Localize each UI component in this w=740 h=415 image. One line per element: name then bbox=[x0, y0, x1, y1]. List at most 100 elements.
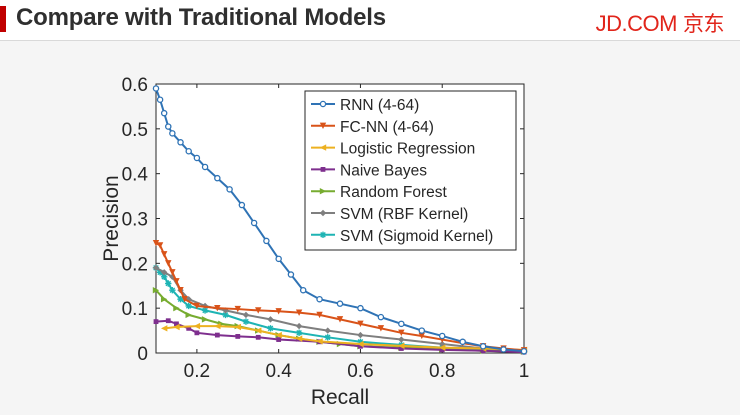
data-point bbox=[267, 316, 274, 323]
data-point bbox=[275, 308, 282, 315]
data-point bbox=[160, 269, 168, 276]
data-point bbox=[152, 239, 160, 247]
data-point bbox=[520, 347, 528, 355]
x-tick-label: 0.2 bbox=[184, 361, 210, 382]
y-tick-label: 0.1 bbox=[122, 299, 148, 320]
data-point bbox=[169, 287, 176, 294]
legend-label: Naive Bayes bbox=[340, 162, 427, 179]
data-point bbox=[185, 311, 192, 319]
legend-label: SVM (RBF Kernel) bbox=[340, 206, 468, 223]
x-tick-label: 0.4 bbox=[265, 361, 292, 382]
legend-swatch-marker bbox=[319, 188, 327, 195]
data-point bbox=[500, 346, 507, 353]
data-point bbox=[201, 307, 209, 314]
data-point bbox=[156, 96, 164, 103]
data-point bbox=[234, 323, 241, 331]
data-point bbox=[357, 320, 364, 328]
data-point bbox=[336, 316, 344, 323]
series-1 bbox=[152, 239, 528, 354]
series-line bbox=[155, 88, 525, 353]
data-point bbox=[165, 123, 172, 130]
data-point bbox=[201, 316, 209, 323]
legend-label: Logistic Regression bbox=[340, 141, 475, 158]
y-tick-label: 0.4 bbox=[122, 165, 149, 186]
data-point bbox=[152, 85, 160, 92]
data-point bbox=[316, 338, 323, 345]
data-point bbox=[160, 251, 168, 258]
data-point bbox=[398, 320, 405, 328]
data-point bbox=[234, 305, 241, 313]
x-tick-label: 1 bbox=[519, 361, 530, 382]
legend-label: Random Forest bbox=[340, 184, 448, 201]
data-point bbox=[242, 318, 250, 325]
logo-cn-text: 京东 bbox=[683, 12, 725, 36]
data-point bbox=[287, 271, 295, 278]
data-point bbox=[377, 325, 385, 332]
data-point bbox=[479, 343, 487, 350]
data-point bbox=[438, 332, 446, 340]
data-point bbox=[324, 334, 331, 341]
legend-swatch-marker bbox=[319, 144, 327, 151]
data-point bbox=[165, 260, 172, 267]
data-point bbox=[295, 335, 303, 342]
slide-title: Compare with Traditional Models bbox=[16, 4, 386, 31]
data-point bbox=[186, 325, 192, 331]
data-point bbox=[267, 325, 274, 332]
data-point bbox=[169, 269, 176, 276]
data-point bbox=[173, 278, 180, 285]
legend-swatch-marker bbox=[319, 122, 327, 129]
data-point bbox=[358, 343, 363, 349]
data-point bbox=[459, 338, 466, 346]
data-point bbox=[214, 304, 221, 312]
data-point bbox=[263, 237, 270, 245]
data-point bbox=[177, 287, 184, 294]
legend-label: SVM (Sigmoid Kernel) bbox=[340, 228, 493, 245]
logo-text: JD.COM bbox=[595, 11, 678, 36]
y-tick-label: 0.6 bbox=[122, 75, 148, 96]
data-point bbox=[174, 321, 179, 327]
data-point bbox=[255, 327, 262, 334]
data-point bbox=[226, 186, 233, 193]
data-point bbox=[398, 346, 404, 351]
data-point bbox=[177, 296, 184, 303]
data-point bbox=[398, 329, 405, 337]
data-point bbox=[418, 327, 426, 334]
data-point bbox=[299, 286, 307, 294]
data-point bbox=[316, 311, 323, 319]
x-tick-label: 0.6 bbox=[347, 361, 373, 382]
data-point bbox=[357, 340, 364, 348]
data-point bbox=[242, 311, 250, 319]
data-point bbox=[377, 313, 385, 321]
data-point bbox=[336, 300, 344, 307]
legend-swatch-marker bbox=[319, 231, 327, 238]
title-accent-bar bbox=[0, 6, 6, 32]
data-point bbox=[255, 307, 262, 314]
header-divider bbox=[0, 40, 740, 41]
data-point bbox=[295, 309, 303, 316]
x-tick-label: 0.8 bbox=[429, 361, 455, 382]
slide-header: Compare with Traditional Models JD.COM 京东 bbox=[0, 0, 740, 40]
data-point bbox=[152, 264, 160, 272]
data-point bbox=[193, 322, 201, 330]
data-point bbox=[235, 334, 241, 339]
data-point bbox=[152, 287, 160, 294]
data-point bbox=[357, 331, 364, 339]
data-point bbox=[250, 219, 258, 227]
data-point bbox=[214, 322, 221, 330]
data-point bbox=[169, 130, 176, 137]
data-point bbox=[160, 109, 168, 117]
data-point bbox=[181, 296, 188, 303]
data-point bbox=[173, 304, 180, 312]
data-point bbox=[357, 304, 364, 312]
y-tick-label: 0.3 bbox=[122, 210, 148, 231]
data-point bbox=[295, 322, 303, 330]
data-point bbox=[177, 139, 184, 146]
jd-logo: JD.COM 京东 bbox=[595, 8, 725, 38]
data-point bbox=[222, 311, 229, 319]
legend-label: RNN (4-64) bbox=[340, 97, 419, 114]
data-point bbox=[439, 344, 446, 351]
legend-swatch-marker bbox=[320, 167, 326, 172]
data-point bbox=[194, 330, 200, 336]
x-axis-label: Recall bbox=[311, 386, 369, 409]
